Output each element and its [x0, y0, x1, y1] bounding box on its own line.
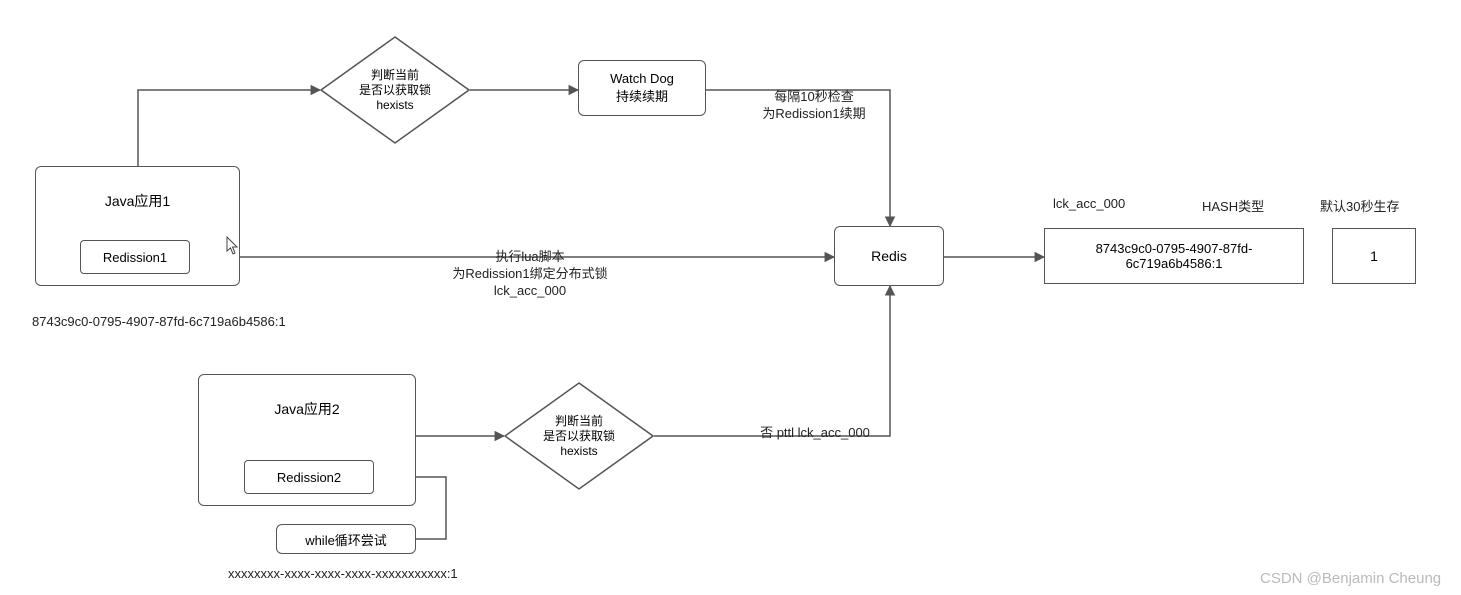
watchdog-box: Watch Dog 持续续期 [578, 60, 706, 116]
hash-cell-value: 1 [1332, 228, 1416, 284]
hash-header-ttl: 默认30秒生存 [1320, 196, 1399, 215]
watchdog-label: Watch Dog 持续续期 [610, 71, 674, 105]
while-loop-label: while循环尝试 [305, 530, 387, 549]
redission2-box: Redission2 [244, 460, 374, 494]
app1-uuid-text: 8743c9c0-0795-4907-87fd-6c719a6b4586:1 [32, 314, 286, 329]
hash-header-key-text: lck_acc_000 [1053, 196, 1125, 211]
decision1-label: 判断当前 是否以获取锁 hexists [320, 36, 470, 144]
app1-uuid-value: 8743c9c0-0795-4907-87fd-6c719a6b4586:1 [32, 314, 286, 329]
edge-label-pttl: 否 pttl lck_acc_000 [720, 425, 910, 442]
hash-header-ttl-text: 默认30秒生存 [1320, 199, 1399, 214]
app2-uuid-text: xxxxxxxx-xxxx-xxxx-xxxx-xxxxxxxxxxx:1 [228, 566, 458, 581]
edge-label-lua-script-text: 执行lua脚本 为Redission1绑定分布式锁 lck_acc_000 [452, 249, 607, 298]
java-app1-label: Java应用1 [105, 191, 170, 211]
redission2-label: Redission2 [277, 470, 341, 485]
edge-label-watchdog-redis-text: 每隔10秒检查 为Redission1续期 [762, 89, 865, 121]
edge-label-watchdog-redis: 每隔10秒检查 为Redission1续期 [724, 72, 904, 123]
watermark-value: CSDN @Benjamin Cheung [1260, 570, 1441, 587]
hash-header-key: lck_acc_000 [1053, 196, 1125, 211]
edge-label-pttl-text: 否 pttl lck_acc_000 [760, 425, 870, 440]
hash-cell-key: 8743c9c0-0795-4907-87fd- 6c719a6b4586:1 [1044, 228, 1304, 284]
hash-cell-value-text: 1 [1370, 248, 1378, 264]
watermark-text: CSDN @Benjamin Cheung [1260, 570, 1441, 587]
redis-box: Redis [834, 226, 944, 286]
app2-uuid-value: xxxxxxxx-xxxx-xxxx-xxxx-xxxxxxxxxxx:1 [228, 566, 458, 581]
hash-cell-key-text: 8743c9c0-0795-4907-87fd- 6c719a6b4586:1 [1096, 241, 1253, 271]
redis-label: Redis [871, 248, 907, 264]
hash-header-type: HASH类型 [1202, 196, 1264, 215]
edge-label-lua-script: 执行lua脚本 为Redission1绑定分布式锁 lck_acc_000 [410, 232, 650, 300]
decision2-diamond: 判断当前 是否以获取锁 hexists [504, 382, 654, 490]
redission1-label: Redission1 [103, 250, 167, 265]
cursor-icon [226, 236, 240, 256]
redission1-box: Redission1 [80, 240, 190, 274]
decision1-diamond: 判断当前 是否以获取锁 hexists [320, 36, 470, 144]
decision2-label: 判断当前 是否以获取锁 hexists [504, 382, 654, 490]
hash-header-type-text: HASH类型 [1202, 199, 1264, 214]
while-loop-box: while循环尝试 [276, 524, 416, 554]
java-app2-label: Java应用2 [274, 399, 339, 419]
